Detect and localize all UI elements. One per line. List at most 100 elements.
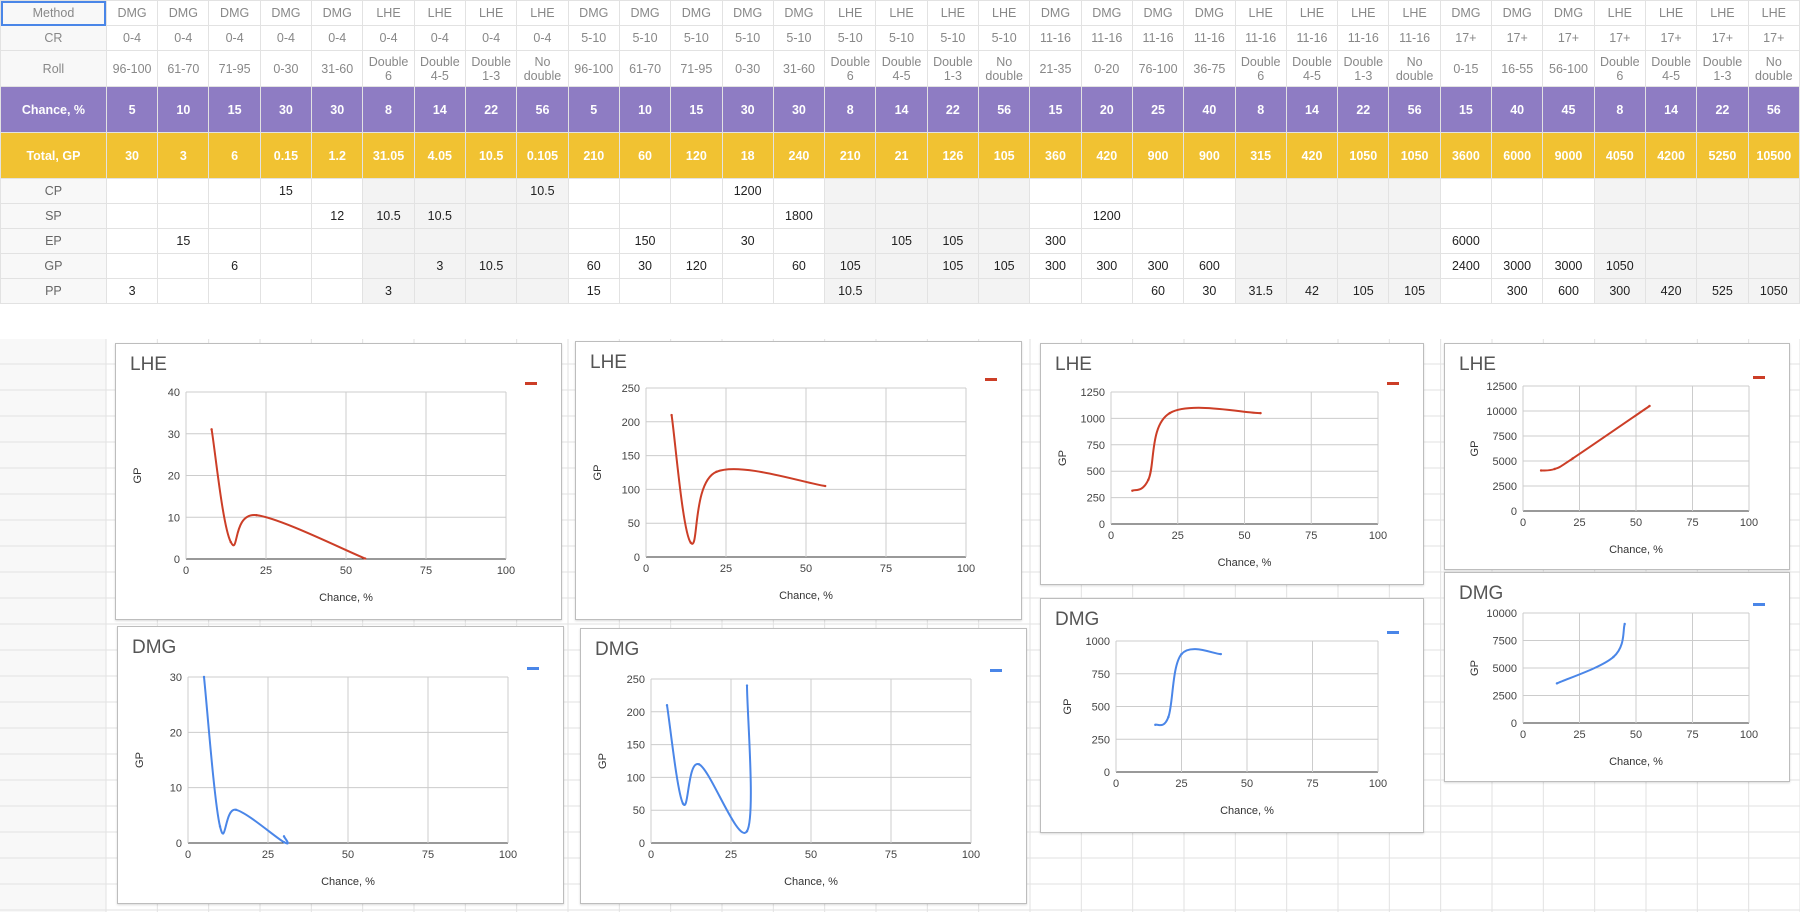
cell-pp[interactable]: [875, 278, 928, 304]
cell-cp[interactable]: [1080, 178, 1133, 204]
cell-cp[interactable]: [618, 178, 672, 204]
cell-ep[interactable]: 6000: [1439, 228, 1493, 254]
cell-pp[interactable]: 3: [105, 278, 159, 304]
cell-cp[interactable]: [1285, 178, 1339, 204]
cell-cr[interactable]: 17+: [1491, 25, 1544, 51]
cell-cr[interactable]: 0-4: [208, 25, 261, 51]
cell-roll[interactable]: Double 4-5: [1644, 50, 1698, 87]
cell-ep[interactable]: [311, 228, 364, 254]
cell-roll[interactable]: 0-20: [1080, 50, 1133, 87]
cell-gp[interactable]: [1644, 253, 1698, 279]
cell-sp[interactable]: [1388, 203, 1441, 229]
cell-cr[interactable]: 11-16: [1285, 25, 1339, 51]
cell-ep[interactable]: [772, 228, 826, 254]
cell-gp[interactable]: [721, 253, 774, 279]
cell-chance[interactable]: 56: [1747, 86, 1800, 133]
cell-cp[interactable]: [362, 178, 415, 204]
cell-roll[interactable]: 71-95: [670, 50, 723, 87]
cell-gp[interactable]: 120: [670, 253, 723, 279]
cell-cr[interactable]: 11-16: [1337, 25, 1390, 51]
cell-cp[interactable]: [1439, 178, 1493, 204]
cell-cp[interactable]: [1029, 178, 1082, 204]
row-header-method[interactable]: Method: [0, 0, 107, 26]
cell-total[interactable]: 420: [1080, 132, 1133, 179]
cell-cp[interactable]: 1200: [721, 178, 774, 204]
cell-method[interactable]: LHE: [926, 0, 980, 26]
cell-ep[interactable]: [1183, 228, 1236, 254]
cell-roll[interactable]: Double 1-3: [464, 50, 518, 87]
cell-pp[interactable]: 105: [1337, 278, 1390, 304]
cell-roll[interactable]: Double 4-5: [1285, 50, 1339, 87]
cell-method[interactable]: DMG: [567, 0, 620, 26]
cell-gp[interactable]: [875, 253, 928, 279]
cell-method[interactable]: LHE: [362, 0, 415, 26]
cell-total[interactable]: 210: [567, 132, 620, 179]
cell-gp[interactable]: 3000: [1542, 253, 1595, 279]
cell-pp[interactable]: [208, 278, 261, 304]
cell-gp[interactable]: 3: [413, 253, 467, 279]
cell-total[interactable]: 9000: [1542, 132, 1595, 179]
cell-roll[interactable]: 76-100: [1131, 50, 1185, 87]
cell-gp[interactable]: 60: [772, 253, 826, 279]
cell-chance[interactable]: 15: [208, 86, 261, 133]
cell-cr[interactable]: 0-4: [516, 25, 569, 51]
row-header-cp[interactable]: CP: [0, 178, 107, 204]
cell-ep[interactable]: 300: [1029, 228, 1082, 254]
cell-ep[interactable]: [105, 228, 159, 254]
cell-chance[interactable]: 30: [311, 86, 364, 133]
cell-chance[interactable]: 8: [824, 86, 877, 133]
row-header-sp[interactable]: SP: [0, 203, 107, 229]
cell-pp[interactable]: [516, 278, 569, 304]
chart-card[interactable]: LHE 0 50 100 150 200 250 0 25 50 75 100 Chance, % GP: [575, 341, 1022, 620]
cell-total[interactable]: 60: [618, 132, 672, 179]
cell-gp[interactable]: [311, 253, 364, 279]
cell-chance[interactable]: 5: [567, 86, 620, 133]
cell-gp[interactable]: [1388, 253, 1441, 279]
cell-cp[interactable]: [567, 178, 620, 204]
cell-sp[interactable]: [1131, 203, 1185, 229]
cell-pp[interactable]: [926, 278, 980, 304]
cell-ep[interactable]: [259, 228, 313, 254]
cell-ep[interactable]: 105: [926, 228, 980, 254]
cell-ep[interactable]: [1337, 228, 1390, 254]
cell-pp[interactable]: [978, 278, 1031, 304]
cell-pp[interactable]: 15: [567, 278, 620, 304]
cell-cp[interactable]: [464, 178, 518, 204]
cell-cr[interactable]: 5-10: [670, 25, 723, 51]
cell-gp[interactable]: 300: [1131, 253, 1185, 279]
cell-sp[interactable]: [875, 203, 928, 229]
cell-pp[interactable]: [311, 278, 364, 304]
cell-cp[interactable]: [1183, 178, 1236, 204]
cell-roll[interactable]: 0-30: [721, 50, 774, 87]
cell-cr[interactable]: 5-10: [567, 25, 620, 51]
cell-ep[interactable]: 150: [618, 228, 672, 254]
cell-total[interactable]: 4.05: [413, 132, 467, 179]
cell-total[interactable]: 6000: [1491, 132, 1544, 179]
cell-chance[interactable]: 40: [1183, 86, 1236, 133]
cell-cr[interactable]: 0-4: [259, 25, 313, 51]
cell-method[interactable]: LHE: [1234, 0, 1287, 26]
cell-ep[interactable]: [464, 228, 518, 254]
cell-roll[interactable]: 96-100: [105, 50, 159, 87]
cell-chance[interactable]: 15: [670, 86, 723, 133]
cell-cr[interactable]: 17+: [1747, 25, 1800, 51]
cell-cr[interactable]: 11-16: [1183, 25, 1236, 51]
cell-sp[interactable]: [1644, 203, 1698, 229]
cell-method[interactable]: LHE: [1696, 0, 1749, 26]
cell-method[interactable]: LHE: [1593, 0, 1646, 26]
cell-ep[interactable]: [1285, 228, 1339, 254]
cell-pp[interactable]: [157, 278, 210, 304]
cell-cr[interactable]: 5-10: [721, 25, 774, 51]
cell-chance[interactable]: 30: [259, 86, 313, 133]
cell-roll[interactable]: 16-55: [1491, 50, 1544, 87]
row-header-gp[interactable]: GP: [0, 253, 107, 279]
cell-cp[interactable]: [875, 178, 928, 204]
cell-pp[interactable]: 30: [1183, 278, 1236, 304]
cell-method[interactable]: DMG: [157, 0, 210, 26]
cell-cp[interactable]: [926, 178, 980, 204]
cell-sp[interactable]: 10.5: [362, 203, 415, 229]
cell-cr[interactable]: 17+: [1542, 25, 1595, 51]
cell-method[interactable]: DMG: [208, 0, 261, 26]
cell-pp[interactable]: [721, 278, 774, 304]
cell-sp[interactable]: [1029, 203, 1082, 229]
